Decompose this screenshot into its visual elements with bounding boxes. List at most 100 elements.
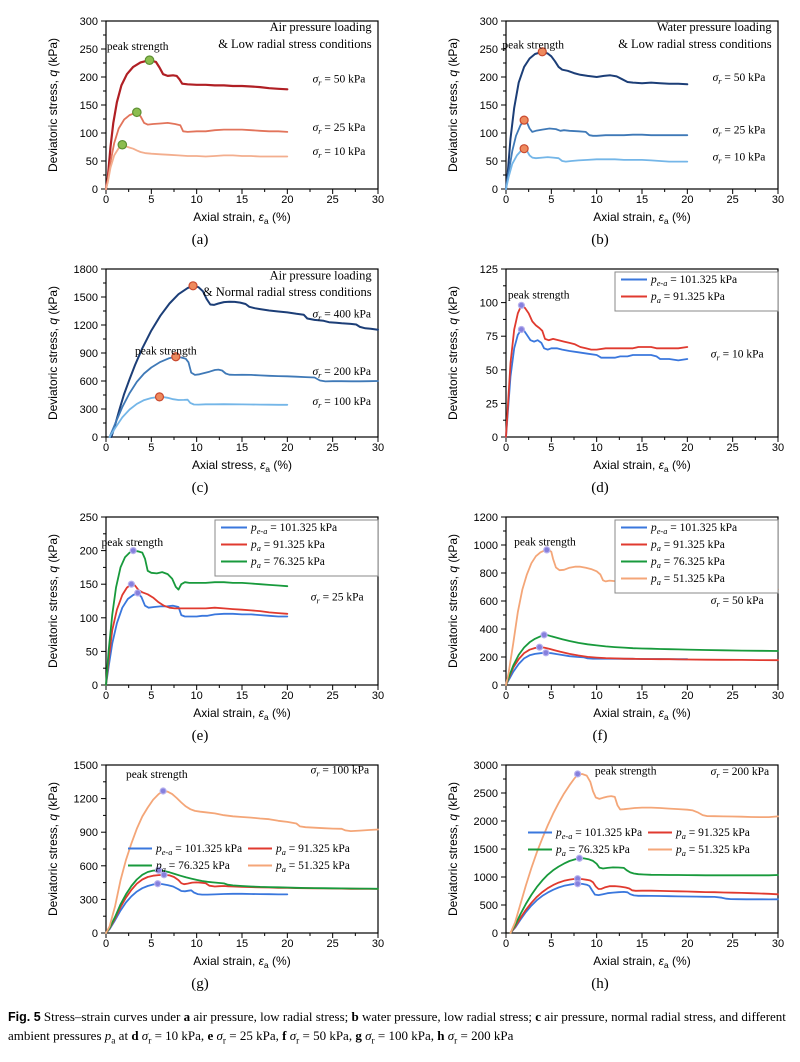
y-tick-label: 900	[80, 348, 98, 360]
y-tick-label: 50	[86, 156, 98, 168]
title-line: Air pressure loading	[270, 268, 373, 282]
peak-marker	[160, 871, 168, 879]
x-tick-label: 10	[191, 690, 203, 702]
peak-strength-label: peak strength	[135, 345, 197, 357]
x-axis: 0 5 10 15 20 25 30	[103, 685, 384, 702]
y-tick-label: 1000	[474, 872, 498, 884]
y-tick-label: 600	[80, 861, 98, 873]
peak-strength-label: peak strength	[126, 769, 188, 781]
annotation: σr = 25 kPa	[311, 591, 364, 605]
chart-h-canvas: 0 5 10 15 20 25 30 0 500 1000 1500 2000 2500 3000 Axia…	[446, 760, 784, 970]
peak-marker	[575, 854, 584, 862]
y-tick-label: 200	[480, 652, 498, 664]
y-axis: 0 50 100 150 200 250 300	[480, 16, 506, 196]
caption-segment: σ	[289, 1027, 297, 1043]
y-tick-label: 50	[486, 365, 498, 377]
chart-h-series-0	[509, 882, 779, 934]
y-tick-label: 0	[92, 184, 98, 196]
caption-segment: = 200 kPa	[457, 1027, 514, 1043]
x-axis: 0 5 10 15 20 25 30	[103, 189, 384, 206]
y-axis: 0 200 400 600 800 1000 1200	[474, 512, 506, 692]
chart-d-series-1	[505, 304, 689, 438]
x-axis-label: Axial strain, εa (%)	[593, 210, 690, 226]
y-tick-label: 25	[486, 398, 498, 410]
legend-label: pa = 91.325 kPa	[275, 843, 350, 857]
annotation: σr = 100 kPa	[312, 396, 371, 410]
x-tick-label: 15	[636, 938, 648, 950]
y-tick-label: 0	[92, 928, 98, 940]
y-tick-label: 250	[80, 44, 98, 56]
title-line: & Low radial stress conditions	[618, 37, 772, 51]
y-tick-label: 200	[80, 546, 98, 558]
peak-marker	[543, 546, 551, 554]
x-tick-label: 5	[548, 690, 554, 702]
chart-c-series-1	[108, 355, 379, 438]
x-tick-label: 30	[772, 938, 784, 950]
annotation: σr = 50 kPa	[711, 595, 764, 609]
chart-h-legend: pe-a = 101.325 kPa pa = 91.325 kPa pa = 76…	[528, 827, 750, 858]
x-tick-label: 15	[236, 442, 248, 454]
legend-label: pa = 91.325 kPa	[675, 827, 750, 841]
peak-strength-label: peak strength	[107, 41, 169, 53]
chart-e-series-2	[105, 549, 289, 686]
y-tick-label: 0	[492, 432, 498, 444]
y-tick-label: 1200	[74, 320, 98, 332]
caption-segment: Stress–strain curves under	[40, 1009, 184, 1024]
peak-marker	[542, 649, 550, 657]
y-axis-label: Deviatoric stress, q (kPa)	[46, 38, 60, 172]
y-tick-label: 1200	[474, 512, 498, 524]
caption-segment: r	[454, 1036, 458, 1047]
caption-segment: f	[282, 1027, 287, 1043]
y-tick-label: 300	[80, 16, 98, 28]
chart-h-series-1	[509, 877, 779, 934]
y-tick-label: 3000	[474, 760, 498, 772]
y-axis-label: Deviatoric stress, q (kPa)	[46, 286, 60, 420]
x-tick-label: 10	[591, 690, 603, 702]
chart-b-title: Water pressure loading & Low radial stres…	[618, 20, 772, 51]
caption-segment: e	[207, 1027, 214, 1043]
y-tick-label: 250	[80, 512, 98, 524]
figure-caption: Fig. 5 Stress–strain curves under a air …	[8, 1008, 792, 1049]
y-tick-label: 100	[480, 128, 498, 140]
x-tick-label: 0	[103, 194, 109, 206]
y-tick-label: 1200	[74, 794, 98, 806]
x-tick-label: 20	[281, 442, 293, 454]
peak-marker	[132, 107, 142, 118]
y-tick-label: 800	[480, 568, 498, 580]
chart-a: 0 5 10 15 20 25 30 0 50 100 150 200 250 300 Axial stra…	[0, 8, 400, 250]
peak-strength-label: peak strength	[514, 537, 576, 549]
x-tick-label: 0	[503, 938, 509, 950]
x-tick-label: 0	[503, 194, 509, 206]
y-tick-label: 0	[92, 432, 98, 444]
x-tick-label: 15	[636, 442, 648, 454]
x-tick-label: 10	[591, 194, 603, 206]
y-tick-label: 300	[80, 894, 98, 906]
chart-b-series-1	[505, 119, 689, 190]
caption-segment: σ	[216, 1027, 223, 1043]
chart-f-series-2	[505, 633, 779, 686]
chart-f: 0 5 10 15 20 25 30 0 200 400 600 800 1000 1200 Axial s…	[400, 504, 800, 746]
x-axis: 0 5 10 15 20 25 30	[103, 437, 384, 454]
caption-segment: b	[351, 1009, 359, 1024]
caption-segment: air pressure, low radial stress;	[190, 1009, 352, 1024]
x-tick-label: 5	[148, 442, 154, 454]
chart-h: 0 5 10 15 20 25 30 0 500 1000 1500 2000 2500 3000 Axia…	[400, 752, 800, 994]
caption-segment: a	[111, 1036, 116, 1047]
peak-marker	[517, 325, 526, 334]
x-tick-label: 20	[681, 442, 693, 454]
chart-b: 0 5 10 15 20 25 30 0 50 100 150 200 250 300 Axial stra…	[400, 8, 800, 250]
caption-segment: air pressure, normal radial stress, and …	[8, 1009, 786, 1043]
chart-f-canvas: 0 5 10 15 20 25 30 0 200 400 600 800 1000 1200 Axial s…	[446, 512, 784, 722]
caption-segment: c	[535, 1009, 542, 1024]
x-tick-label: 25	[327, 690, 339, 702]
y-axis-label: Deviatoric stress, q (kPa)	[446, 38, 460, 172]
peak-strength-label: peak strength	[508, 290, 570, 302]
x-axis-label: Axial strain, εa (%)	[193, 210, 290, 226]
x-tick-label: 0	[103, 690, 109, 702]
chart-d-series-0	[505, 328, 689, 438]
x-tick-label: 20	[281, 690, 293, 702]
y-tick-label: 250	[480, 44, 498, 56]
x-tick-label: 0	[103, 938, 109, 950]
x-axis-label: Axial stress, εa (%)	[192, 458, 292, 474]
